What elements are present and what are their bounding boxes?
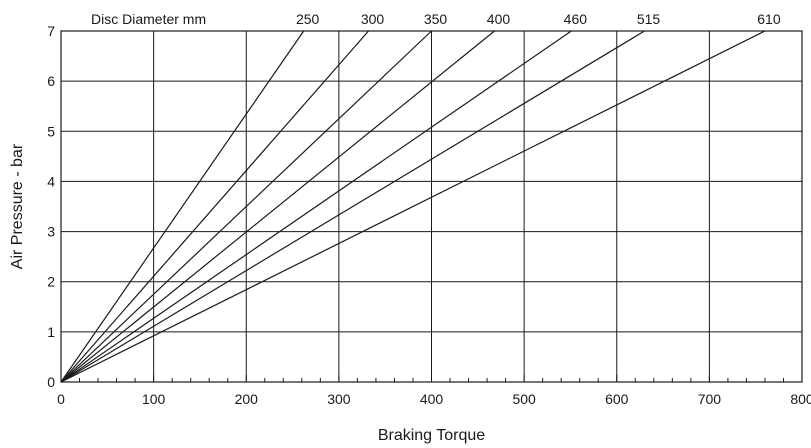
series-label-350: 350 (424, 11, 448, 27)
x-tick-label-300: 300 (327, 391, 351, 407)
x-tick-label-100: 100 (142, 391, 166, 407)
x-tick-labels: 0 100 200 300 400 500 600 700 800 (57, 391, 811, 407)
y-tick-label-6: 6 (47, 73, 55, 89)
series-label-460: 460 (564, 11, 588, 27)
x-axis-title: Braking Torque (378, 427, 485, 444)
series-line-515 (60, 30, 645, 383)
series-line-350 (60, 30, 432, 383)
y-tick-labels: 0 1 2 3 4 5 6 7 (47, 23, 55, 390)
y-tick-label-1: 1 (47, 324, 55, 340)
disc-diameter-header: Disc Diameter mm (91, 11, 206, 27)
y-tick-label-3: 3 (47, 224, 55, 240)
series-line-250 (60, 30, 305, 383)
series-label-400: 400 (487, 11, 511, 27)
y-tick-label-0: 0 (47, 374, 55, 390)
series-line-610 (60, 30, 766, 383)
plot-area-frame (60, 30, 803, 383)
x-tick-label-700: 700 (698, 391, 722, 407)
y-tick-label-2: 2 (47, 274, 55, 290)
grid-lines (60, 30, 803, 383)
series-line-300 (60, 30, 369, 383)
x-tick-label-400: 400 (420, 391, 444, 407)
y-tick-label-5: 5 (47, 123, 55, 139)
x-tick-label-800: 800 (790, 391, 811, 407)
y-tick-label-4: 4 (47, 173, 55, 189)
x-tick-label-600: 600 (605, 391, 629, 407)
y-axis-title: Air Pressure - bar (9, 143, 26, 269)
x-tick-label-200: 200 (235, 391, 259, 407)
series-lines (60, 30, 766, 383)
x-minor-ticks (60, 375, 803, 382)
series-line-400 (60, 30, 495, 383)
x-tick-label-0: 0 (57, 391, 65, 407)
y-tick-label-7: 7 (47, 23, 55, 39)
series-label-250: 250 (296, 11, 320, 27)
series-label-515: 515 (637, 11, 661, 27)
series-label-300: 300 (361, 11, 385, 27)
series-label-610: 610 (757, 11, 781, 27)
series-labels: 250 300 350 400 460 515 610 (296, 11, 781, 27)
x-tick-label-500: 500 (512, 391, 536, 407)
series-line-460 (60, 30, 572, 383)
